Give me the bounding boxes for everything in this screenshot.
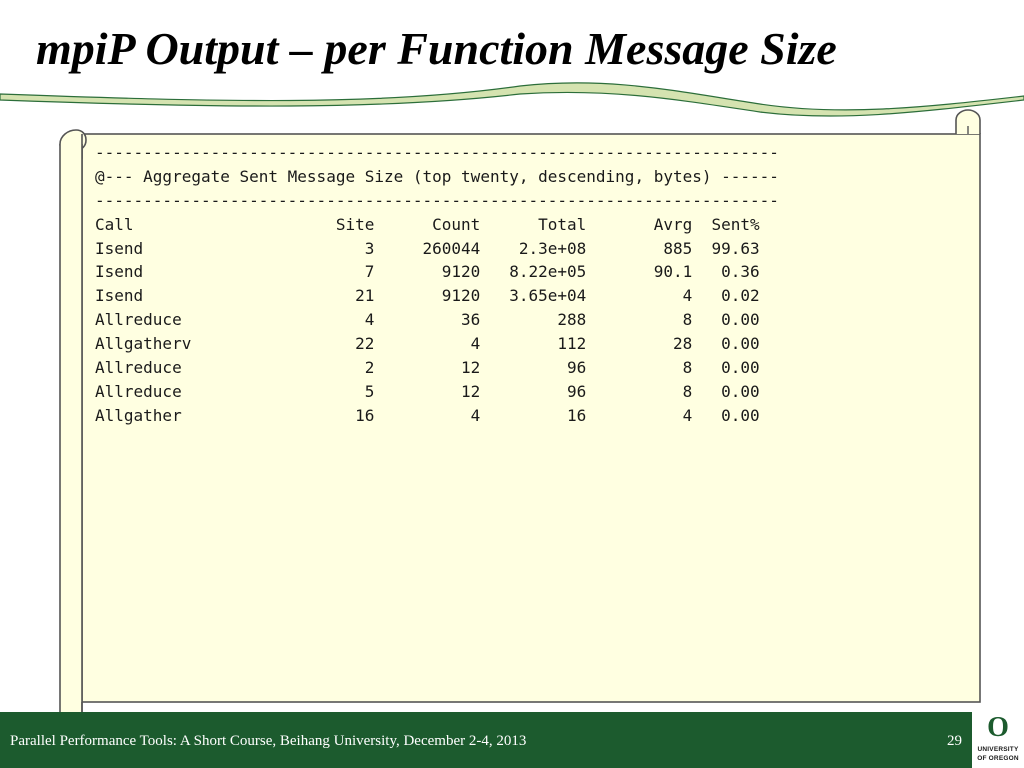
- mpip-report-listing: ----------------------------------------…: [95, 141, 945, 428]
- listing-header-line: ----------------------------------------…: [95, 143, 779, 162]
- logo-o-mark: O: [987, 712, 1009, 743]
- footer-course-text: Parallel Performance Tools: A Short Cour…: [10, 733, 527, 749]
- scroll-frame: [59, 109, 981, 733]
- listing-data-row: Allreduce 5 12 96 8 0.00: [95, 381, 760, 401]
- listing-data-row: Allgatherv 22 4 112 28 0.00: [95, 334, 760, 354]
- logo-text-line1: UNIVERSITY: [977, 746, 1019, 753]
- listing-data-row: Isend 3 260044 2.3e+08 885 99.63: [95, 238, 760, 258]
- listing-header-line: ----------------------------------------…: [95, 190, 779, 210]
- listing-data-row: Allgather 16 4 16 4 0.00: [95, 405, 760, 425]
- listing-data-row: Allreduce 2 12 96 8 0.00: [95, 358, 760, 378]
- footer-bar: Parallel Performance Tools: A Short Cour…: [0, 712, 972, 768]
- listing-header-line: @--- Aggregate Sent Message Size (top tw…: [95, 166, 779, 186]
- listing-column-header: Call Site Count Total Avrg Sent%: [95, 214, 760, 234]
- university-of-oregon-logo: O UNIVERSITY OF OREGON: [972, 712, 1024, 768]
- title-underline-wave: [0, 82, 1024, 117]
- page-number: 29: [947, 733, 962, 749]
- logo-text-line2: OF OREGON: [977, 755, 1019, 762]
- listing-data-row: Isend 21 9120 3.65e+04 4 0.02: [95, 286, 760, 306]
- listing-data-row: Isend 7 9120 8.22e+05 90.1 0.36: [95, 262, 760, 282]
- listing-data-row: Allreduce 4 36 288 8 0.00: [95, 310, 760, 330]
- slide-title: mpiP Output – per Function Message Size: [36, 23, 837, 74]
